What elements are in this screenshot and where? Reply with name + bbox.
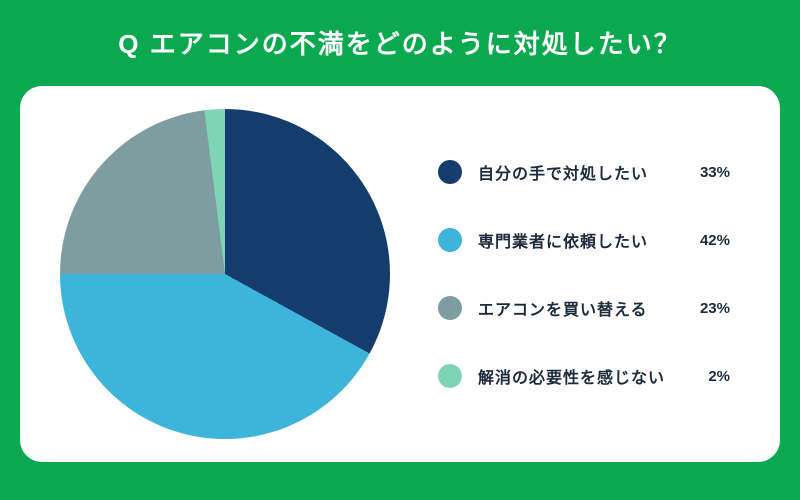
legend-item: エアコンを買い替える 23% — [438, 296, 730, 320]
chart-card: 自分の手で対処したい 33% 専門業者に依頼したい 42% エアコンを買い替える… — [20, 86, 780, 462]
legend-label: エアコンを買い替える — [478, 302, 648, 319]
legend-value: 33% — [699, 163, 730, 181]
pie-chart — [60, 109, 390, 439]
legend-value: 23% — [699, 299, 730, 317]
legend-item: 解消の必要性を感じない 2% — [438, 364, 730, 388]
legend-swatch — [438, 364, 462, 388]
chart-title: Q エアコンの不満をどのように対処したい？ — [118, 29, 682, 59]
legend-item: 専門業者に依頼したい 42% — [438, 228, 730, 252]
legend-swatch — [438, 228, 462, 252]
legend-swatch — [438, 296, 462, 320]
legend-label: 解消の必要性を感じない — [478, 370, 666, 387]
legend-value: 2% — [708, 367, 730, 385]
legend-label: 自分の手で対処したい — [478, 166, 649, 183]
legend-label: 専門業者に依頼したい — [478, 234, 649, 251]
legend-item: 自分の手で対処したい 33% — [438, 160, 730, 184]
legend-value: 42% — [699, 231, 730, 249]
legend: 自分の手で対処したい 33% 専門業者に依頼したい 42% エアコンを買い替える… — [438, 160, 730, 388]
legend-swatch — [438, 160, 462, 184]
